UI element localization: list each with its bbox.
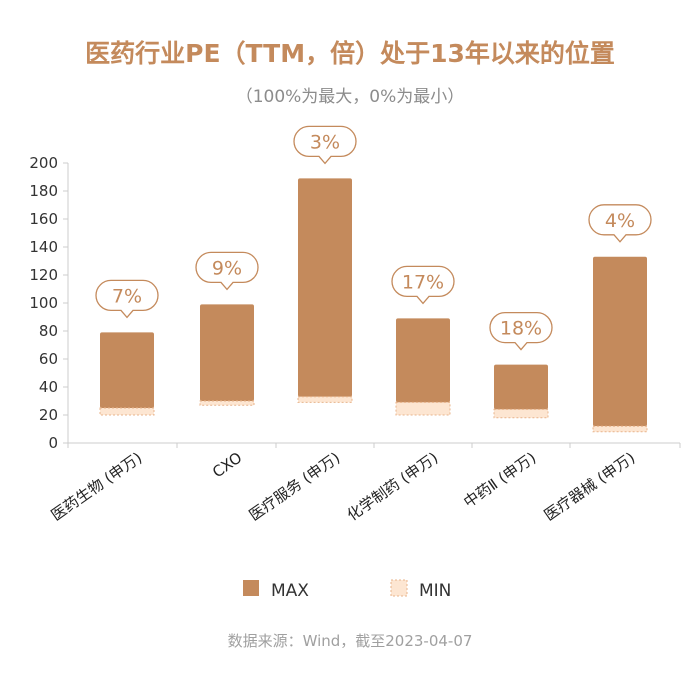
percentile-bubble: 9% (195, 251, 259, 291)
y-tick-label: 100 (29, 294, 58, 312)
chart-subtitle: （100%为最大，0%为最小） (235, 87, 465, 107)
y-tick-label: 0 (48, 434, 58, 452)
percentile-bubble: 3% (293, 125, 357, 165)
bubble-outline (391, 265, 455, 305)
y-tick-label: 40 (39, 378, 58, 396)
y-tick-label: 180 (29, 182, 58, 200)
y-tick-label: 80 (39, 322, 58, 340)
min-bar (99, 407, 155, 416)
bubble-outline (293, 125, 357, 165)
data-source: 数据来源：Wind，截至2023-04-07 (227, 632, 473, 650)
min-bar (395, 401, 451, 416)
category-label: 化学制药 (申万) (344, 449, 442, 525)
max-bar (100, 332, 154, 408)
bubble-outline (588, 204, 652, 243)
percentile-label: 7% (112, 285, 142, 307)
y-tick-label: 140 (29, 238, 58, 256)
min-bar (297, 396, 353, 403)
category-label: CXO (209, 449, 245, 482)
legend-swatch-max (243, 580, 259, 596)
max-bar (200, 304, 254, 401)
percentile-bubble: 4% (588, 204, 652, 243)
percentile-label: 3% (310, 131, 340, 153)
category-label: 医疗器械 (申万) (541, 449, 639, 525)
legend-swatch-min (390, 579, 408, 597)
max-bar (298, 178, 352, 397)
percentile-label: 9% (212, 257, 242, 279)
min-bar (493, 408, 549, 419)
percentile-label: 17% (402, 271, 444, 293)
percentile-label: 18% (500, 318, 542, 340)
category-label: 医药生物 (申万) (48, 449, 146, 525)
max-bar (494, 364, 548, 410)
category-label: 医疗服务 (申万) (246, 449, 344, 525)
y-tick-label: 20 (39, 406, 58, 424)
category-label: 中药Ⅱ (申万) (460, 449, 539, 512)
percentile-bubble: 7% (95, 279, 159, 319)
max-bar (396, 318, 450, 403)
y-tick-label: 60 (39, 350, 58, 368)
percentile-bubble: 17% (391, 265, 455, 305)
y-tick-label: 160 (29, 210, 58, 228)
min-bar (199, 400, 255, 406)
max-bar (593, 256, 647, 427)
y-tick-label: 120 (29, 266, 58, 284)
bubble-outline (195, 251, 259, 291)
bubble-outline (489, 311, 553, 351)
percentile-bubble: 18% (489, 311, 553, 351)
legend-label-max: MAX (271, 581, 309, 601)
percentile-label: 4% (605, 210, 635, 232)
y-tick-label: 200 (29, 154, 58, 172)
chart-title: 医药行业PE（TTM，倍）处于13年以来的位置 (85, 39, 615, 68)
legend-label-min: MIN (419, 581, 451, 601)
min-bar (592, 425, 648, 433)
bubble-outline (95, 279, 159, 319)
